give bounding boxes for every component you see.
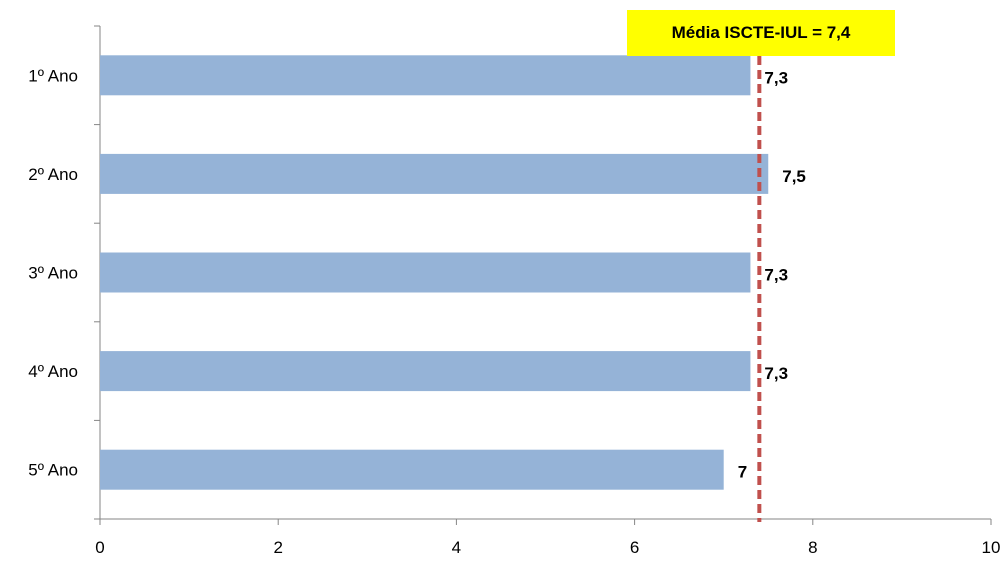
bar	[100, 252, 751, 293]
labels: 0 2 4 6 8 10 1º Ano 7,3 2º Ano 7,5 3º Ano 7,3 4º Ano…	[28, 66, 1000, 557]
bar	[100, 449, 724, 490]
bar	[100, 351, 751, 392]
x-tick-label: 2	[273, 538, 282, 557]
y-tick-label: 1º Ano	[28, 66, 78, 85]
data-label: 7,3	[764, 68, 788, 87]
reference-line-label: Média ISCTE-IUL = 7,4	[671, 23, 851, 42]
reference-line-group	[627, 10, 895, 522]
bars	[100, 55, 769, 490]
x-tick-label: 0	[95, 538, 104, 557]
x-tick-label: 8	[808, 538, 817, 557]
bar	[100, 55, 751, 96]
x-tick-label: 6	[630, 538, 639, 557]
data-label: 7,3	[764, 266, 788, 285]
data-label: 7,5	[782, 167, 806, 186]
x-tick-label: 4	[452, 538, 461, 557]
data-label: 7,3	[764, 364, 788, 383]
y-tick-label: 2º Ano	[28, 165, 78, 184]
y-tick-label: 3º Ano	[28, 264, 78, 283]
y-tick-label: 5º Ano	[28, 461, 78, 480]
bar	[100, 153, 769, 194]
reference-label-background	[627, 10, 895, 56]
x-tick-label: 10	[982, 538, 1001, 557]
y-tick-label: 4º Ano	[28, 362, 78, 381]
data-label: 7	[738, 463, 747, 482]
